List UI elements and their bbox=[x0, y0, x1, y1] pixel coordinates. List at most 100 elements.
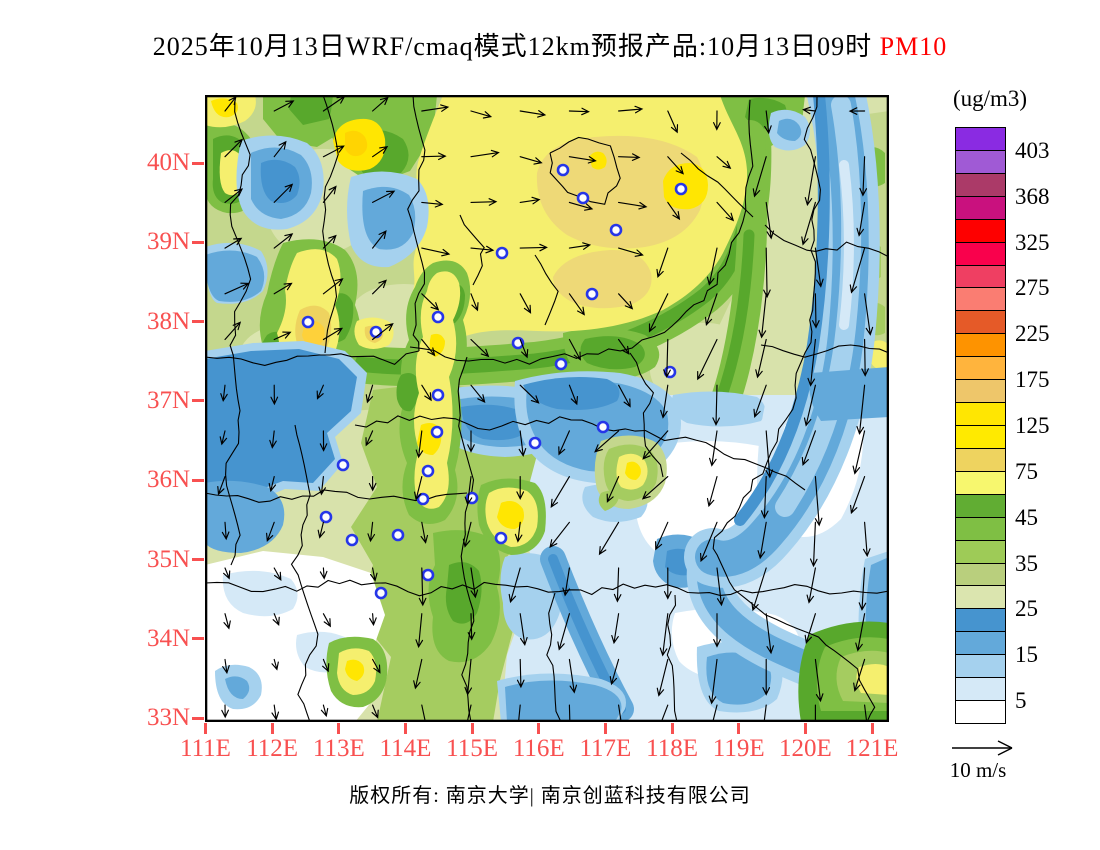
city-marker bbox=[374, 586, 388, 600]
wind-arrow bbox=[467, 613, 476, 641]
wind-arrow bbox=[421, 293, 440, 311]
wind-arrow bbox=[663, 338, 671, 379]
wind-arrow bbox=[224, 237, 243, 249]
wind-arrow bbox=[519, 156, 543, 165]
wind-arrow bbox=[462, 521, 472, 548]
wind-arrow bbox=[648, 293, 669, 333]
wind-arrow bbox=[613, 567, 622, 603]
wind-arrow bbox=[618, 338, 630, 355]
wind-arrow bbox=[367, 521, 376, 543]
lon-tick-mark bbox=[670, 723, 674, 734]
wind-arrow bbox=[814, 247, 824, 288]
wind-arrow bbox=[273, 100, 295, 112]
wind-arrow bbox=[708, 658, 718, 705]
city-marker bbox=[528, 436, 542, 450]
colorbar-value-label: 225 bbox=[1015, 321, 1050, 347]
boundary-line bbox=[290, 424, 319, 723]
boundary-line bbox=[204, 579, 890, 597]
lon-tick-mark bbox=[870, 723, 874, 734]
wind-arrow bbox=[765, 430, 774, 479]
wind-arrow bbox=[220, 384, 228, 403]
wind-arrow bbox=[807, 338, 816, 387]
wind-arrow bbox=[568, 338, 581, 361]
boundary-line bbox=[225, 99, 252, 566]
colorbar-block bbox=[955, 447, 1006, 473]
wind-arrow bbox=[516, 476, 525, 501]
wind-arrow bbox=[372, 230, 387, 249]
wind-arrow bbox=[519, 338, 529, 359]
lon-tick-label: 111E bbox=[180, 735, 231, 762]
wind-arrow bbox=[606, 476, 620, 503]
wind-arrow bbox=[716, 201, 735, 222]
lon-tick-mark bbox=[737, 723, 741, 734]
lon-tick-mark bbox=[270, 723, 274, 734]
wind-arrow bbox=[224, 138, 244, 158]
boundary-line bbox=[204, 350, 420, 366]
city-marker bbox=[495, 246, 509, 260]
city-markers bbox=[301, 163, 688, 600]
wind-arrow bbox=[656, 658, 669, 697]
lat-tick-label: 39N bbox=[146, 228, 190, 256]
colorbar-value-label: 368 bbox=[1015, 183, 1050, 209]
wind-arrow bbox=[516, 658, 525, 689]
city-marker bbox=[369, 325, 383, 339]
lon-tick-label: 121E bbox=[845, 735, 899, 762]
wind-arrow bbox=[755, 338, 767, 379]
colorbar-block bbox=[955, 172, 1006, 197]
city-marker bbox=[596, 420, 610, 434]
boundary-line bbox=[534, 254, 559, 326]
colorbar-block bbox=[955, 425, 1006, 450]
lon-tick-mark bbox=[470, 723, 474, 734]
wind-arrow bbox=[322, 658, 330, 673]
wind-arrow bbox=[519, 110, 547, 118]
wind-arrow bbox=[270, 384, 279, 406]
city-marker bbox=[391, 528, 405, 542]
wind-arrow bbox=[470, 110, 493, 119]
wind-arrow bbox=[273, 331, 292, 341]
lon-tick-mark bbox=[537, 723, 541, 734]
lon-tick-label: 118E bbox=[646, 735, 698, 762]
wind-arrow bbox=[421, 338, 436, 357]
wind-arrow bbox=[421, 247, 451, 257]
lon-tick-mark bbox=[204, 723, 207, 734]
wind-arrow bbox=[697, 338, 718, 381]
wind-arrow bbox=[271, 704, 280, 721]
colorbar-value-label: 45 bbox=[1015, 504, 1038, 530]
wind-arrow bbox=[222, 658, 230, 675]
colorbar-block bbox=[955, 195, 1006, 220]
colorbar-block bbox=[955, 631, 1006, 656]
wind-arrow bbox=[273, 140, 287, 158]
wind-arrow bbox=[421, 152, 447, 161]
city-marker bbox=[421, 568, 435, 582]
colorbar-block bbox=[955, 470, 1006, 495]
city-marker bbox=[319, 510, 333, 524]
colorbar-value-label: 325 bbox=[1015, 229, 1050, 255]
wind-arrow bbox=[372, 322, 394, 341]
wind-arrow bbox=[224, 321, 242, 341]
wind-arrow bbox=[372, 96, 389, 112]
wind-arrow bbox=[464, 476, 473, 506]
lat-tick-mark bbox=[192, 399, 204, 403]
wind-arrow bbox=[753, 384, 767, 419]
wind-arrow bbox=[223, 613, 231, 630]
wind-arrow bbox=[221, 521, 230, 541]
wind-arrow bbox=[706, 476, 718, 508]
city-marker bbox=[336, 458, 350, 472]
colorbar-value-label: 35 bbox=[1015, 550, 1038, 576]
colorbar-block bbox=[955, 287, 1006, 312]
boundary-line bbox=[322, 94, 339, 354]
wind-arrow bbox=[519, 384, 540, 404]
wind-arrow bbox=[519, 196, 541, 205]
wind-arrow bbox=[814, 658, 824, 703]
wind-arrow bbox=[618, 201, 648, 210]
wind-arrow bbox=[414, 476, 423, 501]
wind-arrow bbox=[519, 613, 528, 646]
lat-tick-label: 37N bbox=[146, 386, 190, 414]
wind-arrow bbox=[568, 658, 578, 694]
wind-arrow bbox=[848, 107, 866, 115]
wind-vectors bbox=[217, 95, 874, 751]
wind-arrow bbox=[861, 338, 869, 377]
city-marker bbox=[416, 492, 430, 506]
colorbar-block bbox=[955, 585, 1006, 610]
